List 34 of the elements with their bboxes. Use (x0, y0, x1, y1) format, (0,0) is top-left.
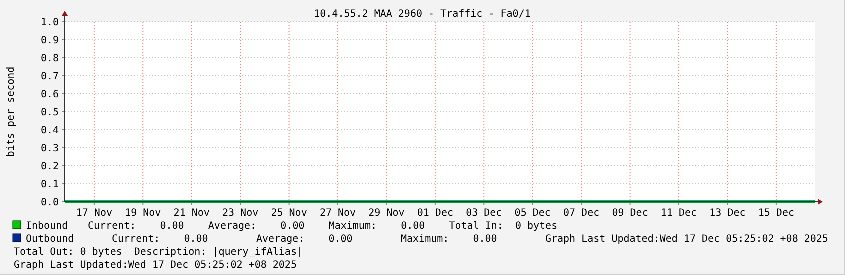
text: Current: 0.00 Average: 0.00 Maximum: 0.00 Total In: 0 bytes (88, 221, 558, 232)
legend-label: Inbound (26, 221, 68, 232)
x-tick-label: 27 Nov (320, 208, 356, 219)
y-tick-label: 0.7 (40, 72, 59, 82)
y-tick-label: 0.2 (40, 162, 59, 172)
text: Graph Last Updated:Wed 17 Dec 05:25:02 +08 2025 (14, 260, 297, 271)
text: Current: 0.00 Average: 0.00 Maximum: 0.00 Graph Last Updated:Wed 17 Dec 05:25:02 +08 2025 (112, 234, 828, 245)
text: Total Out: 0 bytes Description: |query_ifAlias| (14, 247, 303, 258)
x-tick-label: 25 Nov (271, 208, 308, 219)
x-tick-label: 23 Nov (222, 208, 259, 219)
legend-label: Outbound (26, 234, 74, 245)
y-tick-label: 0.0 (40, 198, 59, 208)
y-tick-label: 0.3 (40, 144, 59, 154)
x-tick-label: 11 Dec (660, 208, 698, 219)
x-tick-label: 07 Dec (564, 208, 600, 219)
y-tick-label: 0.4 (40, 126, 59, 136)
x-tick-label: 15 Dec (758, 208, 794, 219)
chart-title: 10.4.55.2 MAA 2960 - Traffic - Fa0/1 (314, 9, 531, 20)
x-tick-label: 17 Nov (76, 208, 112, 219)
y-tick-label: 0.5 (40, 108, 59, 118)
y-axis-title: bits per second (6, 66, 17, 158)
x-tick-label: 21 Nov (174, 208, 210, 219)
x-tick-label: 01 Dec (417, 208, 454, 219)
y-tick-label: 0.8 (40, 54, 59, 64)
x-tick-label: 03 Dec (466, 208, 502, 219)
y-tick-label: 0.1 (40, 180, 59, 190)
x-tick-label: 29 Nov (368, 208, 405, 219)
y-tick-label: 1.0 (40, 18, 59, 28)
x-tick-label: 09 Dec (612, 208, 648, 219)
y-tick-label: 0.9 (40, 36, 59, 46)
y-tick-label: 0.6 (40, 90, 59, 100)
x-tick-label: 05 Dec (514, 208, 551, 219)
x-tick-label: 19 Nov (125, 208, 162, 219)
x-tick-label: 13 Dec (710, 208, 746, 219)
